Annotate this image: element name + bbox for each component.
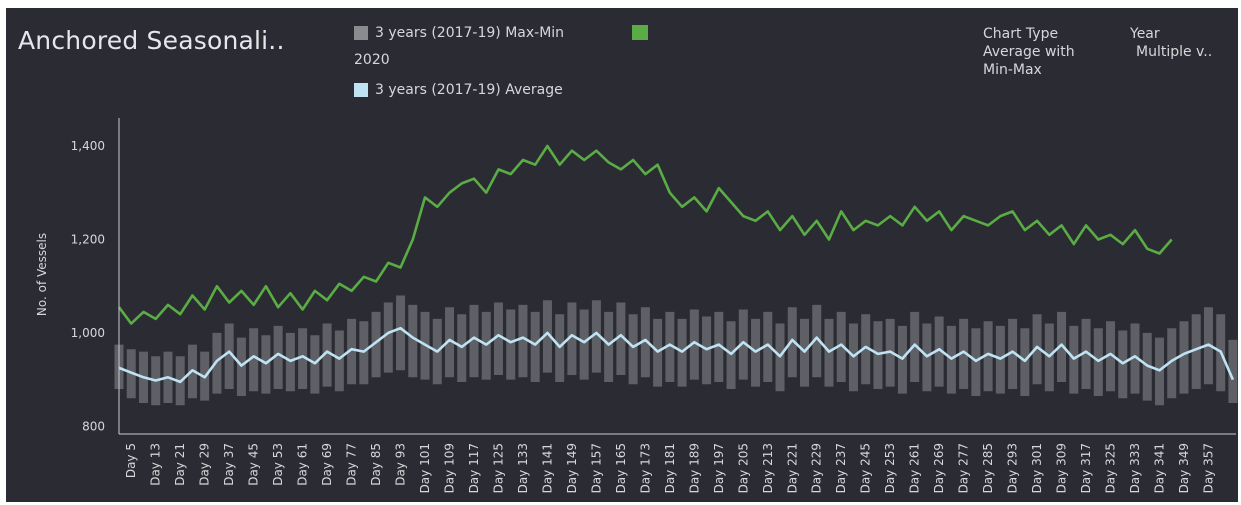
legend-item-max-min[interactable]: 3 years (2017-19) Max-Min	[354, 25, 564, 41]
x-tick-label: Day 309	[1055, 443, 1069, 493]
x-tick-label: Day 93	[394, 443, 408, 486]
x-tick-label: Day 133	[516, 443, 530, 493]
legend-swatch-2020-row[interactable]	[632, 25, 655, 40]
x-tick-label: Day 333	[1128, 443, 1142, 493]
x-tick-label: Day 157	[589, 443, 603, 493]
x-tick-label: Day 277	[957, 443, 971, 493]
y-tick-label: 800	[82, 419, 105, 433]
y-tick-label: 1,400	[71, 139, 105, 153]
x-tick-label: Day 229	[810, 443, 824, 493]
legend-label-max-min: 3 years (2017-19) Max-Min	[375, 25, 565, 41]
legend-item-average[interactable]: 3 years (2017-19) Average	[354, 82, 563, 98]
x-tick-label: Day 13	[149, 443, 163, 486]
x-tick-label: Day 69	[320, 443, 334, 486]
legend-swatch-average	[354, 83, 368, 97]
x-tick-label: Day 325	[1104, 443, 1118, 493]
x-tick-label: Day 149	[565, 443, 579, 493]
year-value: Multiple v..	[1136, 44, 1213, 60]
x-tick-label: Day 77	[345, 443, 359, 486]
x-tick-label: Day 85	[369, 443, 383, 486]
y-tick-label: 1,000	[71, 326, 105, 340]
axes-layer: 800 1,000 1,200 1,400 No. of Vessels Day 5 Day…	[35, 118, 1236, 493]
legend-item-2020[interactable]: 2020	[354, 52, 390, 68]
x-tick-label: Day 37	[222, 443, 236, 486]
x-tick-label: Day 165	[614, 443, 628, 493]
series-line-average	[118, 326, 1235, 384]
x-tick-label: Day 45	[247, 443, 261, 486]
x-tick-label: Day 261	[908, 443, 922, 493]
chart-type-value-line1: Average with	[983, 44, 1075, 60]
year-control[interactable]: Year Multiple v..	[1130, 25, 1212, 61]
x-tick-label: Day 197	[712, 443, 726, 493]
chart-type-value-line2: Min-Max	[983, 62, 1042, 78]
x-tick-label: Day 205	[736, 443, 750, 493]
chart-type-label: Chart Type	[983, 26, 1059, 42]
x-tick-label: Day 349	[1177, 443, 1191, 493]
x-tick-label: Day 125	[491, 443, 505, 493]
x-tick-label: Day 221	[785, 443, 799, 493]
x-tick-label: Day 237	[834, 443, 848, 493]
x-tick-label: Day 301	[1030, 443, 1044, 493]
x-tick-label: Day 341	[1152, 443, 1166, 493]
x-tick-label: Day 117	[467, 443, 481, 493]
x-tick-label: Day 189	[687, 443, 701, 493]
x-tick-label: Day 269	[932, 443, 946, 493]
x-tick-label: Day 141	[540, 443, 554, 493]
series-lines-layer	[117, 144, 1235, 384]
x-tick-label: Day 61	[296, 443, 310, 486]
x-tick-label: Day 109	[443, 443, 457, 493]
x-tick-label: Day 293	[1006, 443, 1020, 493]
x-tick-label: Day 173	[638, 443, 652, 493]
year-label: Year	[1130, 26, 1160, 42]
x-tick-label: Day 181	[663, 443, 677, 493]
line-chart: 800 1,000 1,200 1,400 No. of Vessels Day 5 Day…	[35, 118, 1238, 493]
x-tick-label: Day 21	[173, 443, 187, 486]
legend-label-average: 3 years (2017-19) Average	[375, 82, 563, 98]
x-tick-label: Day 253	[883, 443, 897, 493]
x-tick-label: Day 245	[859, 443, 873, 493]
chart-panel: Anchored Seasonali.. 3 years (2017-19) M…	[6, 8, 1238, 502]
x-tick-label: Day 5	[124, 443, 138, 478]
x-tick-label: Day 317	[1079, 443, 1093, 493]
x-tick-label: Day 53	[271, 443, 285, 486]
legend-swatch-max-min	[354, 26, 368, 40]
series-line-2020	[117, 144, 1173, 325]
x-tick-label: Day 357	[1201, 443, 1215, 493]
x-tick-label: Day 213	[761, 443, 775, 493]
chart-title: Anchored Seasonali..	[18, 26, 285, 55]
legend-label-2020: 2020	[354, 52, 390, 68]
y-axis-title: No. of Vessels	[35, 233, 49, 316]
x-tick-label: Day 101	[418, 443, 432, 493]
x-tick-label: Day 285	[981, 443, 995, 493]
chart-type-control[interactable]: Chart Type Average with Min-Max	[983, 25, 1075, 79]
x-tick-label: Day 29	[198, 443, 212, 486]
y-tick-label: 1,200	[71, 232, 105, 246]
legend-swatch-2020	[632, 25, 648, 40]
